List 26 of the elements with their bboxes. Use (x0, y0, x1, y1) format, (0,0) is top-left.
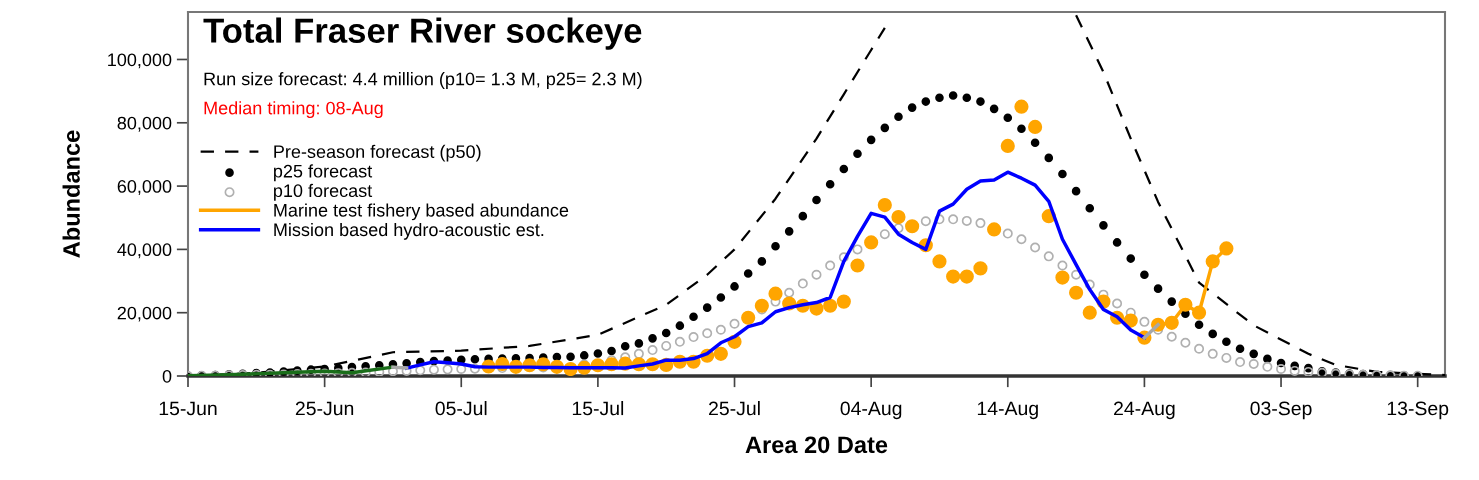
y-tick-label: 20,000 (117, 306, 172, 322)
y-tick-label: 60,000 (117, 180, 172, 195)
x-axis-title: Area 20 Date (745, 436, 888, 454)
y-tick-label: 40,000 (117, 243, 172, 259)
x-tick-label: 15-Jul (572, 401, 624, 416)
text: Run size forecast: 4.4 million (p10= 1.3 M, p25= 2.3 M) (204, 72, 642, 89)
y-tick-label: 0 (162, 369, 172, 383)
y-tick-label: 80,000 (117, 116, 172, 132)
x-tick-label: 05-Jul (435, 401, 487, 416)
legend-label: Mission based hydro-acoustic est. (274, 222, 544, 240)
legend-label: p10 forecast (274, 183, 373, 201)
x-tick-label: 03-Sep (1250, 401, 1312, 420)
x-tick-label: 13-Sep (1387, 401, 1449, 420)
y-tick-label: 100,000 (108, 53, 172, 69)
chart-title: Total Fraser River sockeye (203, 17, 642, 50)
x-tick-label: 25-Jul (709, 401, 760, 416)
annotation: Median timing: 08-Aug (204, 101, 383, 119)
y-axis-title: Abundance (62, 130, 80, 258)
x-tick-label: 25-Jun (295, 401, 354, 416)
x-tick-label: 04-Aug (840, 401, 902, 420)
legend-label: p25 forecast (274, 164, 373, 182)
x-tick-label: 15-Jun (159, 401, 217, 416)
x-tick-label: 24-Aug (1114, 401, 1175, 420)
legend-label: Pre-season forecast (p50) (274, 144, 481, 162)
legend-label: Marine test fishery based abundance (274, 203, 569, 221)
x-tick-label: 14-Aug (977, 401, 1038, 420)
